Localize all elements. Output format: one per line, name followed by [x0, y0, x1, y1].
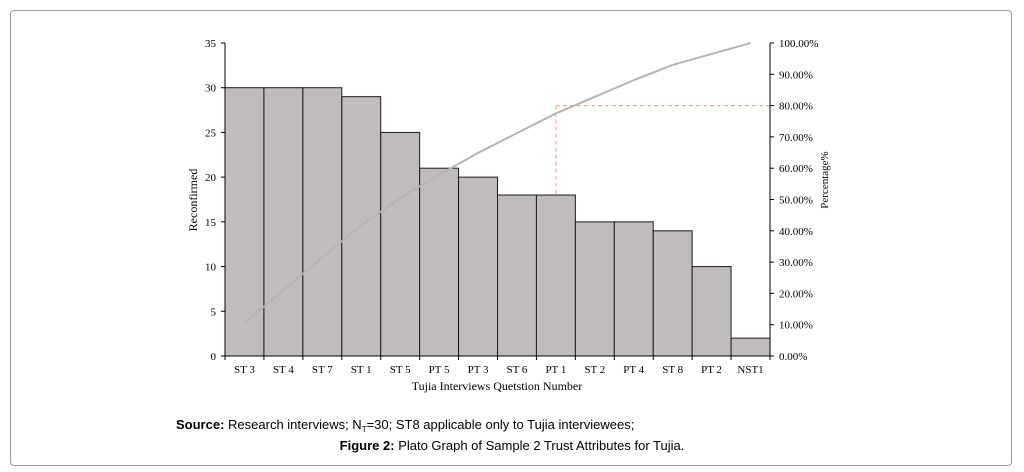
bar-st5 — [380, 131, 421, 357]
bar-pt2 — [691, 266, 732, 357]
left-tick-label: 20 — [205, 172, 217, 184]
reference-lines — [555, 105, 770, 196]
x-tick-label: ST 8 — [662, 364, 683, 376]
bar-st6 — [497, 194, 537, 357]
x-tick-label: ST 1 — [351, 364, 372, 376]
bar-st2 — [574, 221, 615, 357]
x-tick-label: NST1 — [737, 364, 763, 376]
source-note: Source: Research interviews; NT=30; ST8 … — [176, 417, 634, 434]
figure-label: Figure 2: — [339, 438, 395, 453]
x-tick-labels: ST 3 ST 4 ST 7 ST 1 ST 5 PT 5 PT 3 ST 6 PT 1 ST 2… — [234, 364, 764, 376]
source-text-end: =30; ST8 applicable only to Tujia interv… — [366, 417, 635, 432]
x-tick-label: ST 2 — [584, 364, 605, 376]
bar-st8 — [652, 230, 693, 357]
source-subscript: T — [361, 425, 367, 434]
right-tick-label: 50.00% — [779, 195, 813, 207]
right-tick-label: 0.00% — [779, 351, 807, 363]
right-tick-label: 60.00% — [779, 163, 813, 175]
left-tick-label: 10 — [205, 262, 217, 274]
right-tick-label: 20.00% — [779, 288, 813, 300]
bar-st3 — [224, 87, 265, 357]
bar-pt4 — [613, 221, 654, 357]
source-label: Source: — [176, 417, 225, 432]
bars-group — [224, 87, 771, 357]
x-tick-label: ST 5 — [390, 364, 411, 376]
right-tick-label: 90.00% — [779, 69, 813, 81]
right-tick-label: 100.00% — [779, 38, 818, 50]
x-tick-label: ST 6 — [507, 364, 528, 376]
bar-pt5 — [419, 167, 460, 357]
x-tick-label: PT 1 — [545, 364, 566, 376]
left-tick-label: 5 — [211, 306, 217, 318]
y2-axis-label: Percentage% — [819, 151, 831, 208]
right-tick-label: 70.00% — [779, 132, 813, 144]
right-tick-label: 30.00% — [779, 257, 813, 269]
bar-st4 — [263, 87, 304, 357]
left-tick-label: 35 — [205, 38, 217, 50]
x-tick-label: PT 4 — [623, 364, 644, 376]
bar-pt3 — [458, 176, 499, 357]
x-tick-label: PT 2 — [701, 364, 722, 376]
left-tick-label: 25 — [205, 127, 217, 139]
figure-caption: Figure 2: Plato Graph of Sample 2 Trust … — [0, 438, 1024, 453]
x-tick-label: PT 5 — [429, 364, 450, 376]
right-tick-label: 80.00% — [779, 101, 813, 113]
figure-title: Plato Graph of Sample 2 Trust Attributes… — [398, 438, 685, 453]
cumulative-percentage-line — [243, 42, 751, 324]
right-tick-labels: 0.00% 10.00% 20.00% 30.00% 40.00% 50.00% 60.00… — [779, 38, 818, 363]
right-tick-label: 10.00% — [779, 320, 813, 332]
x-tick-label: ST 3 — [234, 364, 255, 376]
bar-pt1 — [535, 194, 576, 357]
axes-group — [221, 42, 774, 360]
bar-nst1 — [730, 337, 771, 357]
left-tick-labels: 0 5 10 15 20 25 30 35 — [205, 38, 217, 363]
source-text: Research interviews; N — [228, 417, 362, 432]
x-axis-label: Tujia Interviews Quetstion Number — [412, 379, 583, 393]
x-tick-label: PT 3 — [468, 364, 489, 376]
left-tick-label: 30 — [205, 83, 217, 95]
right-tick-label: 40.00% — [779, 226, 813, 238]
x-tick-label: ST 4 — [273, 364, 294, 376]
y-axis-label: Reconfirmed — [186, 169, 200, 232]
left-tick-label: 0 — [211, 351, 217, 363]
x-tick-label: ST 7 — [312, 364, 333, 376]
left-tick-label: 15 — [205, 217, 217, 229]
bar-st7 — [302, 87, 343, 357]
